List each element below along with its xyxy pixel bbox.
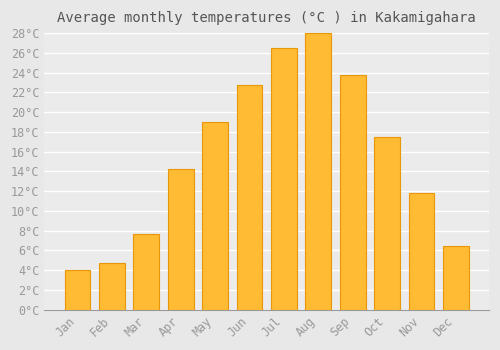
Bar [236, 85, 262, 310]
Bar [202, 122, 228, 310]
Bar [408, 193, 434, 310]
Bar [306, 33, 331, 310]
Bar [99, 263, 125, 310]
Bar [340, 75, 365, 310]
Bar [443, 246, 468, 310]
Bar [134, 234, 159, 310]
Bar [271, 48, 297, 310]
Bar [64, 270, 90, 310]
Bar [168, 169, 194, 310]
Title: Average monthly temperatures (°C ) in Kakamigahara: Average monthly temperatures (°C ) in Ka… [58, 11, 476, 25]
Bar [374, 137, 400, 310]
